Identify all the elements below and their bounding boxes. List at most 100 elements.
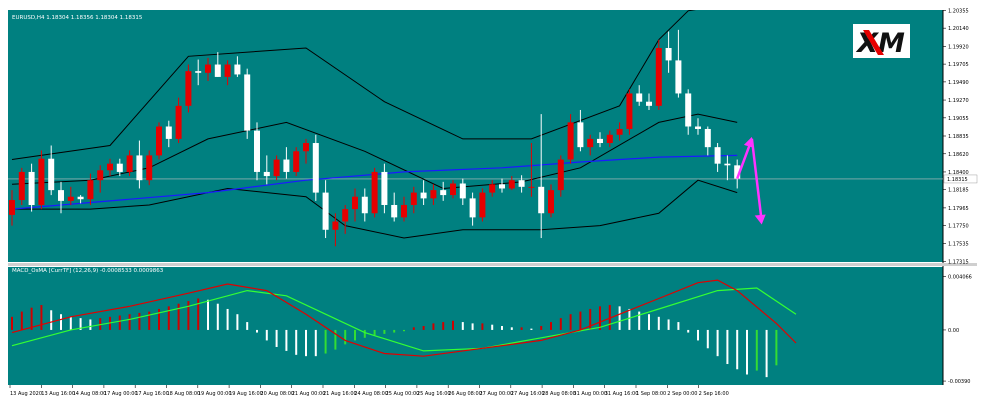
candle-body [646, 101, 652, 106]
arrow-up-icon [743, 136, 754, 148]
candle-body [146, 155, 153, 181]
time-tick-label: 20 Aug 08:00 [260, 391, 294, 397]
arrow-down-icon [754, 214, 766, 225]
candle-body [587, 138, 594, 148]
price-panel [8, 10, 943, 262]
xm-logo: XM [853, 24, 910, 59]
candle-body [156, 126, 162, 156]
price-tick-label: 1.17315 [948, 260, 969, 266]
candle-body [528, 186, 535, 188]
candle-body [342, 209, 349, 222]
candle-body [175, 105, 182, 139]
candle-body [420, 192, 427, 199]
candle-body [254, 130, 260, 172]
macd-signal-line [11, 287, 797, 352]
symbol-info: EURUSD,H4 1.18304 1.18356 1.18304 1.1831… [12, 15, 143, 21]
candle-body [577, 122, 584, 148]
bollinger-upper-line [11, 10, 697, 160]
candle-body [381, 171, 388, 205]
candle-body [508, 180, 515, 189]
candle-body [734, 165, 741, 179]
candle-body [371, 171, 378, 214]
time-tick-label: 31 Aug 16:00 [605, 391, 639, 397]
candle-body [244, 74, 251, 131]
price-tick-label: 1.19055 [948, 116, 969, 122]
time-tick-label: 1 Sep 08:00 [636, 391, 666, 397]
candle-body [87, 180, 94, 200]
moving-average-line [11, 154, 738, 210]
price-tick-label: 1.20140 [948, 26, 969, 32]
time-tick-label: 14 Aug 08:00 [73, 391, 107, 397]
candle-body [489, 184, 496, 193]
time-tick-label: 17 Aug 16:00 [135, 391, 169, 397]
candle-body [234, 64, 241, 75]
time-tick-label: 18 Aug 08:00 [167, 391, 201, 397]
candle-body [401, 204, 407, 218]
candle-body [459, 183, 466, 199]
price-tick-label: 1.19270 [948, 98, 969, 104]
candle-body [675, 60, 682, 94]
macd-tick-label: 0.004066 [948, 275, 972, 281]
time-tick-label: 31 Aug 00:00 [573, 391, 607, 397]
candle-body [724, 163, 731, 166]
time-tick-label: 21 Aug 16:00 [323, 391, 357, 397]
candle-body [655, 48, 662, 106]
price-tick-label: 1.18620 [948, 152, 969, 158]
candle-body [107, 163, 113, 171]
candle-body [685, 93, 692, 127]
candle-body [126, 155, 133, 172]
candle-body [548, 190, 554, 214]
macd-panel [8, 267, 943, 385]
candle-body [205, 64, 211, 73]
candle-body [499, 184, 505, 189]
macd-tick-label: -0.00390 [948, 379, 970, 385]
time-tick-label: 2 Sep 16:00 [699, 391, 729, 397]
candle-body [391, 204, 398, 218]
candle-body [361, 196, 368, 214]
candle-body [704, 128, 711, 148]
candle-body [263, 171, 270, 177]
candle-body [48, 158, 55, 191]
time-tick-label: 17 Aug 00:00 [104, 391, 138, 397]
candle-body [18, 171, 25, 201]
time-tick-label: 27 Aug 00:00 [480, 391, 514, 397]
candle-body [58, 190, 64, 201]
candle-body [28, 171, 35, 205]
candle-body [626, 93, 633, 129]
candle-body [293, 151, 300, 172]
candle-body [332, 221, 339, 230]
candle-body [479, 192, 486, 218]
time-tick-label: 13 Aug 2020 [10, 391, 42, 397]
price-tick-label: 1.18185 [948, 188, 969, 194]
candle-body [567, 122, 574, 160]
price-tick-label: 1.18400 [948, 170, 969, 176]
candle-body [440, 190, 447, 196]
candle-body [450, 183, 456, 196]
candle-body [469, 198, 476, 218]
time-tick-label: 19 Aug 00:00 [198, 391, 232, 397]
time-tick-label: 2 Sep 00:00 [667, 391, 697, 397]
price-tick-label: 1.17965 [948, 206, 969, 212]
time-tick-label: 21 Aug 00:00 [292, 391, 326, 397]
candle-body [538, 186, 545, 214]
candle-body [195, 71, 202, 73]
candle-body [352, 196, 358, 210]
candle-body [116, 163, 123, 172]
time-tick-label: 19 Aug 16:00 [229, 391, 263, 397]
current-price-tag [943, 174, 978, 184]
macd-tick-label: 0.00 [948, 328, 959, 334]
candle-body [214, 64, 221, 77]
macd-main-line [11, 279, 797, 357]
candle-body [714, 147, 721, 164]
candle-body [616, 128, 623, 135]
current-price-label: 1.18315 [947, 177, 968, 183]
candle-body [597, 138, 603, 144]
candle-body [77, 196, 84, 200]
time-tick-label: 26 Aug 08:00 [448, 391, 482, 397]
candle-body [518, 180, 525, 187]
price-tick-label: 1.17535 [948, 241, 969, 247]
price-tick-label: 1.19920 [948, 44, 969, 50]
candle-body [185, 71, 192, 106]
time-tick-label: 27 Aug 16:00 [511, 391, 545, 397]
